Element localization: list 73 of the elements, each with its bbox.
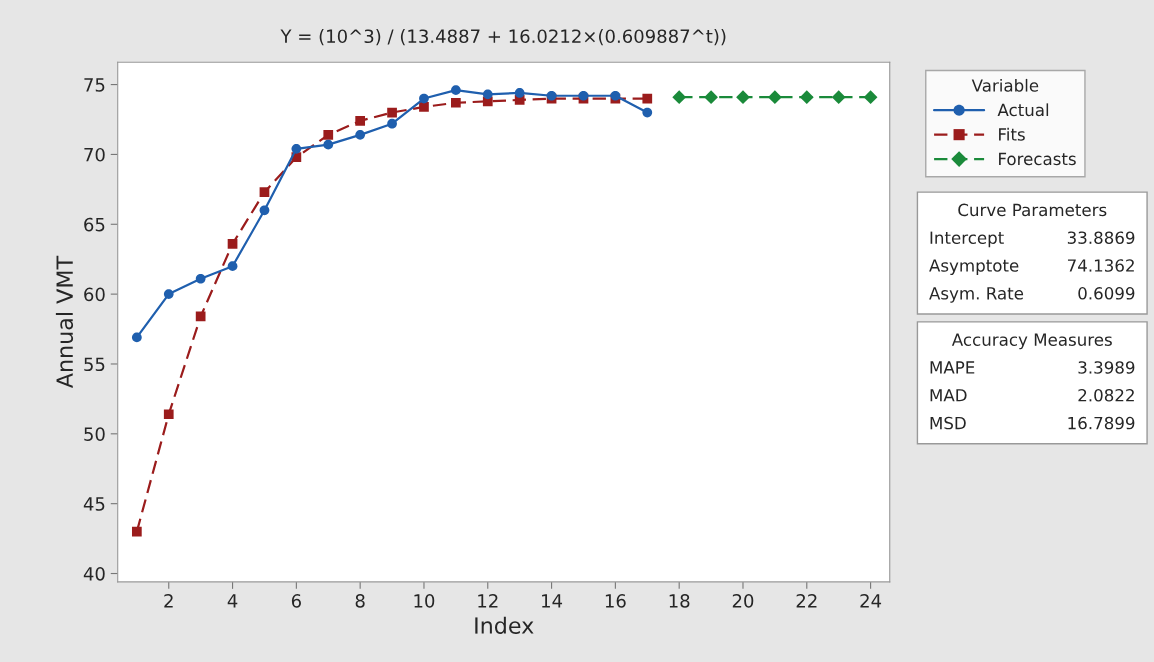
legend-label: Forecasts xyxy=(999,152,1076,166)
point xyxy=(482,89,493,100)
y-tick-label: 45 xyxy=(83,497,105,511)
point xyxy=(163,289,174,299)
x-tick-label: 12 xyxy=(478,594,498,608)
y-tick-label: 70 xyxy=(84,147,105,162)
point xyxy=(642,93,653,104)
point xyxy=(451,85,461,96)
point xyxy=(419,102,429,112)
point xyxy=(642,107,653,118)
point xyxy=(355,130,366,140)
legend-label: Fits xyxy=(999,127,1025,141)
text: 2.0822 xyxy=(1078,388,1134,402)
y-tick-label: 60 xyxy=(84,287,105,302)
point xyxy=(227,261,238,272)
point xyxy=(131,332,142,343)
x-tick-label: 20 xyxy=(732,594,754,608)
point xyxy=(163,409,174,420)
point xyxy=(736,90,750,105)
point xyxy=(323,130,334,140)
chart-title: Y = (10^3) / (13.4887 + 16.0212×(0.609887^t)) xyxy=(280,29,726,46)
text: Curve Parameters xyxy=(958,203,1107,217)
point xyxy=(195,311,206,322)
text: MAD xyxy=(930,389,967,402)
y-tick-label: 75 xyxy=(84,78,105,92)
point xyxy=(355,116,366,126)
text: 74.1362 xyxy=(1067,259,1134,272)
text: MAPE xyxy=(930,361,975,374)
point xyxy=(831,90,846,105)
x-tick-label: 18 xyxy=(669,594,690,608)
point xyxy=(259,205,270,216)
point xyxy=(672,90,687,105)
text: Asymptote xyxy=(929,259,1019,276)
x-tick-label: 10 xyxy=(414,594,435,608)
point xyxy=(387,107,397,118)
point xyxy=(451,97,461,108)
point xyxy=(387,118,397,129)
x-tick-label: 8 xyxy=(355,594,365,608)
point xyxy=(195,273,206,284)
legend-title: Variable xyxy=(971,78,1039,92)
text: 3.3989 xyxy=(1078,361,1135,374)
text: Intercept xyxy=(930,231,1004,248)
y-tick-label: 65 xyxy=(84,217,105,232)
x-tick-label: 24 xyxy=(860,594,882,608)
x-tick-label: 6 xyxy=(291,594,301,608)
point xyxy=(704,90,718,105)
point xyxy=(227,238,238,249)
point xyxy=(291,143,302,154)
x-tick-label: 16 xyxy=(605,594,626,608)
text: 0.6099 xyxy=(1078,287,1135,300)
x-tick-label: 14 xyxy=(542,594,563,608)
y-tick-label: 55 xyxy=(84,357,105,372)
y-axis-title: Annual VMT xyxy=(55,255,74,389)
x-tick-label: 22 xyxy=(796,594,817,608)
text: Accuracy Measures xyxy=(951,333,1112,350)
text: Asym. Rate xyxy=(929,287,1024,303)
x-axis-title: Index xyxy=(475,616,534,634)
y-tick-label: 50 xyxy=(84,427,105,441)
point xyxy=(799,90,814,105)
point xyxy=(323,139,334,150)
point xyxy=(863,90,878,105)
point xyxy=(419,93,429,104)
text: 16.7899 xyxy=(1068,416,1135,430)
point xyxy=(768,90,782,105)
text: MSD xyxy=(930,416,966,430)
point xyxy=(514,88,525,98)
legend-label: Actual xyxy=(997,103,1049,117)
text: 33.8869 xyxy=(1067,231,1135,245)
point xyxy=(131,526,142,537)
x-tick-label: 4 xyxy=(227,594,238,608)
x-tick-label: 2 xyxy=(164,594,173,608)
point xyxy=(259,187,270,198)
y-tick-label: 40 xyxy=(83,566,105,581)
